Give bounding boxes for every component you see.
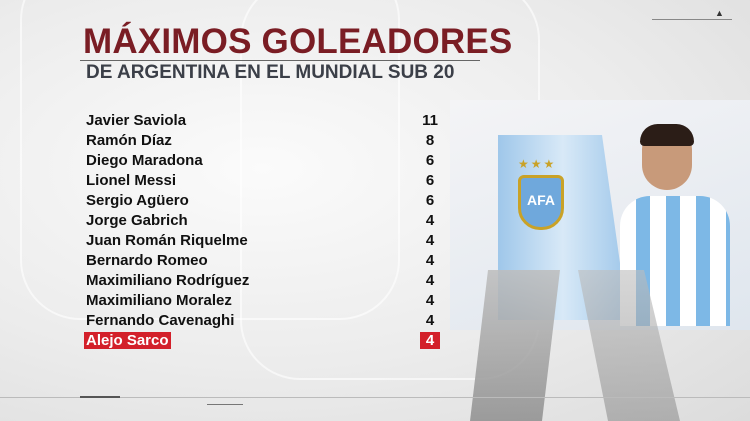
- scorer-goals: 4: [420, 331, 440, 349]
- scorer-goals: 4: [425, 291, 435, 309]
- scorer-name: Lionel Messi: [86, 171, 177, 189]
- scorer-name: Alejo Sarco: [84, 331, 171, 349]
- scorer-goals: 6: [425, 191, 435, 209]
- stars-icon: ★★★: [518, 157, 557, 171]
- scorer-row: Jorge Gabrich 4: [84, 210, 440, 230]
- scorer-row: Ramón Díaz 8: [84, 130, 440, 150]
- scorer-name: Maximiliano Moralez: [86, 291, 232, 309]
- scorer-name: Juan Román Riquelme: [86, 231, 248, 249]
- scorer-goals: 6: [425, 171, 435, 189]
- scorer-name: Maximiliano Rodríguez: [86, 271, 250, 289]
- bottom-divider: [0, 397, 750, 398]
- scorer-row: Diego Maradona 6: [84, 150, 440, 170]
- triangle-up-icon: ▲: [715, 8, 724, 18]
- title-divider: [80, 60, 480, 61]
- bottom-accent: [207, 404, 243, 405]
- scorer-goals: 4: [425, 271, 435, 289]
- scorer-row: Lionel Messi 6: [84, 170, 440, 190]
- scorer-goals: 4: [425, 231, 435, 249]
- bottom-accent: [80, 396, 120, 398]
- scorer-name: Bernardo Romeo: [86, 251, 208, 269]
- top-divider: [652, 19, 732, 20]
- scorer-name: Sergio Agüero: [86, 191, 189, 209]
- scorer-row: Fernando Cavenaghi 4: [84, 310, 440, 330]
- scorer-goals: 6: [425, 151, 435, 169]
- background-arc: [20, 0, 400, 320]
- scorer-goals: 4: [425, 311, 435, 329]
- scorer-row: Maximiliano Rodríguez 4: [84, 270, 440, 290]
- scorer-row: Juan Román Riquelme 4: [84, 230, 440, 250]
- scorer-goals: 4: [425, 211, 435, 229]
- scorer-row: Sergio Agüero 6: [84, 190, 440, 210]
- scorer-name: Diego Maradona: [86, 151, 203, 169]
- scorers-list: Javier Saviola 11 Ramón Díaz 8 Diego Maradon…: [84, 110, 440, 350]
- scorer-row: Bernardo Romeo 4: [84, 250, 440, 270]
- scorer-name: Ramón Díaz: [86, 131, 172, 149]
- page-subtitle: DE ARGENTINA EN EL MUNDIAL SUB 20: [86, 62, 455, 83]
- scorer-row: Javier Saviola 11: [84, 110, 440, 130]
- page-title: MÁXIMOS GOLEADORES: [83, 22, 513, 61]
- scorer-row: Maximiliano Moralez 4: [84, 290, 440, 310]
- scorer-goals: 11: [422, 111, 438, 129]
- scorer-name: Jorge Gabrich: [86, 211, 188, 229]
- scorer-goals: 4: [425, 251, 435, 269]
- scorer-name: Javier Saviola: [86, 111, 187, 129]
- afa-crest-logo: AFA: [518, 175, 564, 230]
- scorer-row: Alejo Sarco 4: [84, 330, 440, 350]
- scorer-name: Fernando Cavenaghi: [86, 311, 235, 329]
- player-hair: [640, 124, 694, 146]
- scorer-goals: 8: [425, 131, 435, 149]
